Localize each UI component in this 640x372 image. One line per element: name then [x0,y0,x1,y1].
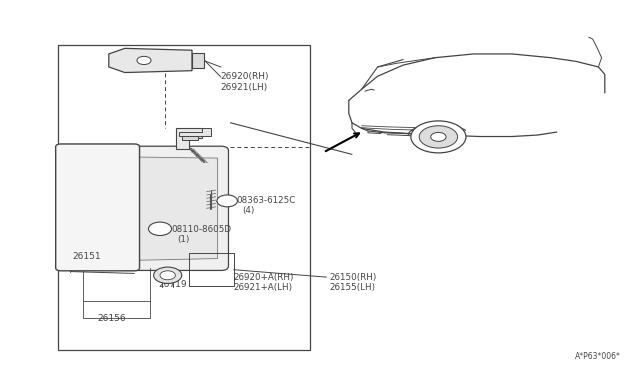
Text: A*P63*006*: A*P63*006* [575,352,621,361]
Bar [83,301,150,318]
Text: B: B [157,224,163,233]
Text: 08363-6125C: 08363-6125C [237,196,296,205]
Text: 26921+A(LH): 26921+A(LH) [234,283,292,292]
Text: 26920(RH): 26920(RH) [221,72,269,81]
Polygon shape [182,136,198,140]
Polygon shape [131,157,218,260]
FancyBboxPatch shape [56,144,140,271]
FancyBboxPatch shape [117,146,228,270]
Text: 26151: 26151 [72,252,101,261]
Polygon shape [109,48,192,73]
Bar [58,45,310,350]
Circle shape [411,121,466,153]
Text: 26150(RH): 26150(RH) [330,273,377,282]
Text: 26155(LH): 26155(LH) [330,283,376,292]
Circle shape [431,132,446,141]
Bar [189,253,234,286]
Text: 26719: 26719 [159,280,188,289]
Circle shape [160,271,175,280]
Text: 26156: 26156 [97,314,126,323]
Circle shape [148,222,172,235]
Text: (1): (1) [177,235,189,244]
Circle shape [217,195,237,207]
Circle shape [137,56,151,64]
Text: 08110-8605D: 08110-8605D [172,225,232,234]
Circle shape [154,267,182,283]
Circle shape [419,126,458,148]
Text: 26921(LH): 26921(LH) [221,83,268,92]
Text: (4): (4) [242,206,254,215]
Text: 26920+A(RH): 26920+A(RH) [234,273,294,282]
Polygon shape [192,53,204,68]
Polygon shape [176,128,202,149]
Text: S: S [225,196,230,205]
Polygon shape [179,128,211,136]
